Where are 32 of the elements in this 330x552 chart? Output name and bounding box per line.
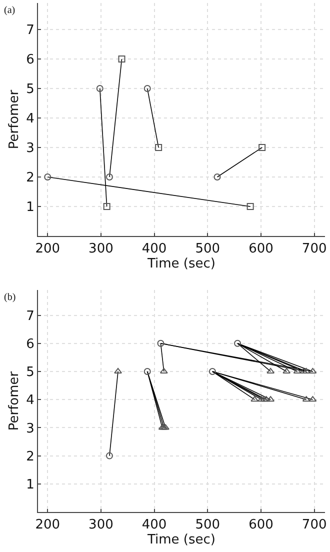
y-tick-label: 2 bbox=[26, 449, 34, 464]
y-tick-label: 7 bbox=[26, 23, 34, 38]
y-tick-label: 2 bbox=[26, 170, 34, 186]
x-tick-label: 500 bbox=[195, 242, 220, 257]
y-tick-label: 4 bbox=[26, 112, 34, 127]
text: (a) bbox=[4, 5, 16, 16]
y-tick-label: 3 bbox=[26, 421, 34, 436]
y-tick-label: 1 bbox=[26, 200, 34, 216]
y-tick-label: 3 bbox=[26, 141, 34, 156]
x-tick-label: 500 bbox=[195, 518, 220, 533]
x-axis-title: Time (sec) bbox=[146, 256, 216, 272]
x-tick-label: 700 bbox=[302, 518, 327, 533]
x-tick-label: 600 bbox=[248, 242, 274, 257]
x-tick-label: 700 bbox=[302, 242, 327, 257]
y-tick-label: 4 bbox=[26, 393, 34, 408]
x-tick-label: 300 bbox=[88, 242, 114, 257]
y-axis-title: Perfomer bbox=[7, 89, 22, 150]
y-tick-label: 6 bbox=[26, 336, 34, 352]
y-tick-label: 5 bbox=[26, 365, 34, 380]
x-tick-label: 300 bbox=[88, 518, 114, 533]
x-axis-title: Time (sec) bbox=[146, 532, 216, 548]
y-tick-label: 6 bbox=[26, 52, 34, 68]
x-tick-label: 600 bbox=[248, 518, 274, 533]
y-tick-label: 1 bbox=[26, 477, 34, 492]
y-axis-title: Perfomer bbox=[7, 370, 22, 431]
y-tick-label: 5 bbox=[26, 82, 34, 98]
x-tick-label: 200 bbox=[35, 518, 60, 533]
x-tick-label: 200 bbox=[35, 242, 60, 257]
x-tick-label: 400 bbox=[142, 518, 167, 533]
y-tick-label: 7 bbox=[26, 308, 34, 324]
text: (b) bbox=[4, 292, 16, 303]
x-tick-label: 400 bbox=[142, 242, 167, 257]
